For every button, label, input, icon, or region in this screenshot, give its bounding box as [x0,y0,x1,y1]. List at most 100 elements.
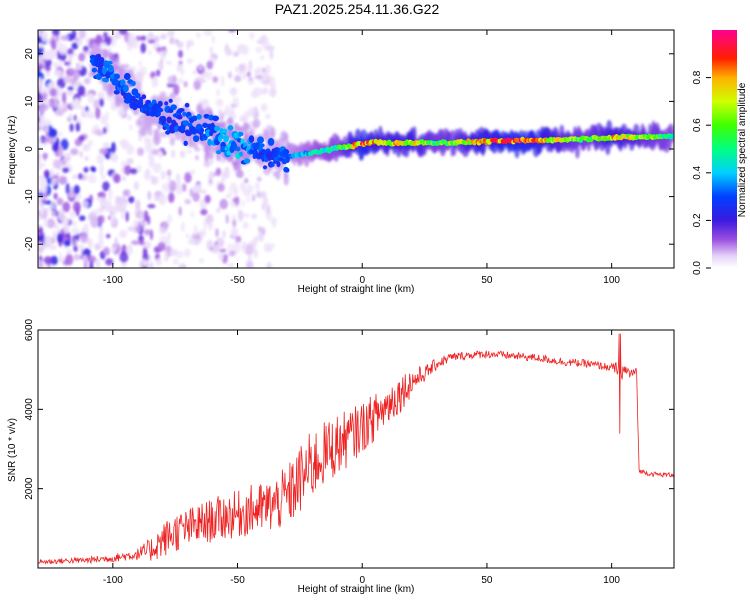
spectrogram-cell [83,166,89,173]
spectrogram-cell [147,190,152,201]
y-tick-label: 0 [24,146,35,152]
spectrogram-cell [53,192,58,200]
spectrogram-cell [161,182,170,192]
spectrogram-cell [136,164,142,173]
spectrogram-cell [41,262,47,268]
spectrogram-cell [78,135,86,142]
spectrogram-cell [38,119,47,128]
spectrogram-cell [193,224,198,236]
spectrogram-cell [269,131,276,139]
spectrogram-cell [56,233,64,243]
figure-title: PAZ1.2025.254.11.36.G22 [275,1,440,17]
spectrogram-cell [262,165,268,170]
spectrogram-cell [166,169,172,177]
spectrogram-cell [95,34,103,47]
spectrogram-cell [72,174,78,180]
spectrogram-cell [78,30,86,39]
spectrogram-cell [249,121,254,127]
spectrogram-cell [186,149,193,154]
spectrogram-cell [75,195,80,202]
spectrogram-cell [178,49,183,59]
spectrogram-cell [166,116,172,124]
spectrogram-cell [54,96,59,109]
spectrogram-cell [111,246,116,253]
spectrogram-cell [259,191,267,199]
spectrogram-cell [259,88,269,95]
spectrogram-cell [188,237,195,245]
spectrogram-cell [122,176,126,182]
spectrogram-cell [91,67,98,73]
spectrogram-cell [38,43,45,48]
spectrogram-cell [100,114,107,125]
spectrogram-cell [71,220,78,227]
spectrogram-cell [226,117,234,126]
spectrogram-cell [88,240,94,249]
spectrogram-cell [70,148,79,156]
spectrogram-cell [180,150,186,159]
spectrogram-cell [111,31,121,38]
spectrogram-cell [62,215,70,227]
spectrogram-cell [122,64,130,69]
spectrogram-cell [105,110,109,122]
spectrogram-cell [248,59,253,72]
spectrogram-cell [232,51,240,57]
spectrogram-cell [105,36,112,43]
spectrogram-cell [138,211,144,220]
spectrogram-cell [198,63,204,71]
spectrogram-cell [43,137,49,143]
x-tick-label: 50 [481,275,493,286]
spectrogram-cell [195,155,199,161]
spectrogram-cell [118,30,128,36]
spectrogram-cell [61,102,66,110]
spectrogram-cell [226,169,231,176]
spectrogram-cell [108,46,112,52]
spectrogram-cell [192,191,200,202]
spectrogram-cell [247,79,255,85]
spectrogram-cell [99,164,104,176]
spectrogram-cell [120,79,126,87]
spectrogram-cell [52,30,60,37]
spectrogram-cell [258,230,263,239]
spectrogram-cell [46,59,52,67]
spectrogram-cell [123,72,131,81]
spectrogram-cell [40,183,48,192]
spectrogram-cell [75,233,80,242]
spectrogram-cell [41,30,48,43]
x-tick-label: 0 [359,275,365,286]
spectrogram-cell [38,243,44,248]
spectrogram-cell [171,149,176,159]
spectrogram-cell [238,131,244,137]
spectrogram-cell [174,96,182,104]
spectrogram-cell [53,223,60,230]
spectrogram-cell [252,118,261,128]
spectrogram-cell [135,92,141,99]
spectrogram-cell [87,92,95,104]
spectrogram-cell [170,104,177,111]
spectrogram-cell [222,230,226,239]
spectrogram-cell [219,248,227,253]
spectrogram-cell [143,171,152,181]
spectrogram-cell [123,139,130,148]
spectrogram-cell [108,52,115,61]
spectrogram-cell [255,183,260,193]
spectrogram-cell [265,45,275,52]
spectrogram-cell [193,183,202,194]
spectrogram-cell [144,141,154,153]
spectrogram-cell [138,235,145,243]
spectrogram-cell [80,232,88,243]
spectrogram-cell [126,245,134,256]
spectrogram-cell [88,212,96,222]
spectrogram-cell [73,254,81,261]
spectrogram-cell [235,146,241,152]
spectrogram-cell [127,226,136,232]
spectrogram-cell [89,54,96,60]
spectrogram-cell [256,66,262,77]
spectrogram-cell [216,207,221,213]
spectrogram-cell [200,208,208,216]
spectrogram-cell [209,219,213,230]
spectrogram-cell [265,64,271,75]
spectrogram-cell [68,113,74,123]
spectrogram-cell [221,128,228,134]
spectrogram-cell [149,261,154,268]
spectrogram-cell [99,57,105,64]
